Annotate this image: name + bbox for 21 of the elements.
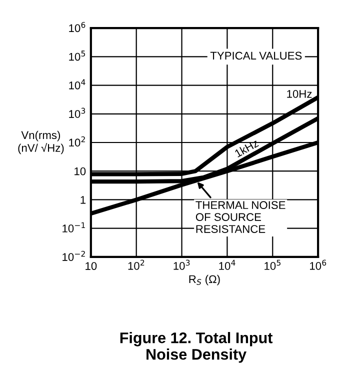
series-label: 10Hz: [287, 90, 312, 98]
x-tick-label: 10$^{3}$: [174, 260, 190, 270]
y-tick-label: 10$^{−1}$: [62, 222, 85, 232]
annotation: TYPICAL VALUES: [210, 52, 302, 60]
y-tick-label: 10: [74, 167, 86, 176]
annotation: THERMAL NOISE OF SOURCE RESISTANCE: [196, 201, 286, 233]
y-tick-label: 10$^{−2}$: [62, 250, 85, 261]
y-tick-label: 1: [80, 196, 86, 204]
y-tick-label: 10$^{3}$: [69, 108, 86, 118]
y-tick-label: 10$^{4}$: [69, 79, 86, 90]
x-axis-title: R$_{S}$ (Ω): [189, 274, 220, 286]
x-tick-label: 10$^{4}$: [219, 260, 236, 270]
x-tick-label: 10: [86, 262, 97, 270]
y-axis-title: Vn(rms) (nV/ √Hz): [18, 130, 64, 154]
x-tick-label: 10$^{6}$: [310, 260, 326, 270]
y-tick-label: 10$^{2}$: [69, 136, 85, 147]
x-tick-label: 10$^{2}$: [128, 260, 144, 270]
x-tick-label: 10$^{5}$: [264, 260, 280, 270]
y-tick-label: 10$^{6}$: [69, 22, 86, 32]
y-tick-label: 10$^{5}$: [69, 50, 86, 61]
text: Figure 12. Total Input Noise Density: [120, 332, 273, 363]
